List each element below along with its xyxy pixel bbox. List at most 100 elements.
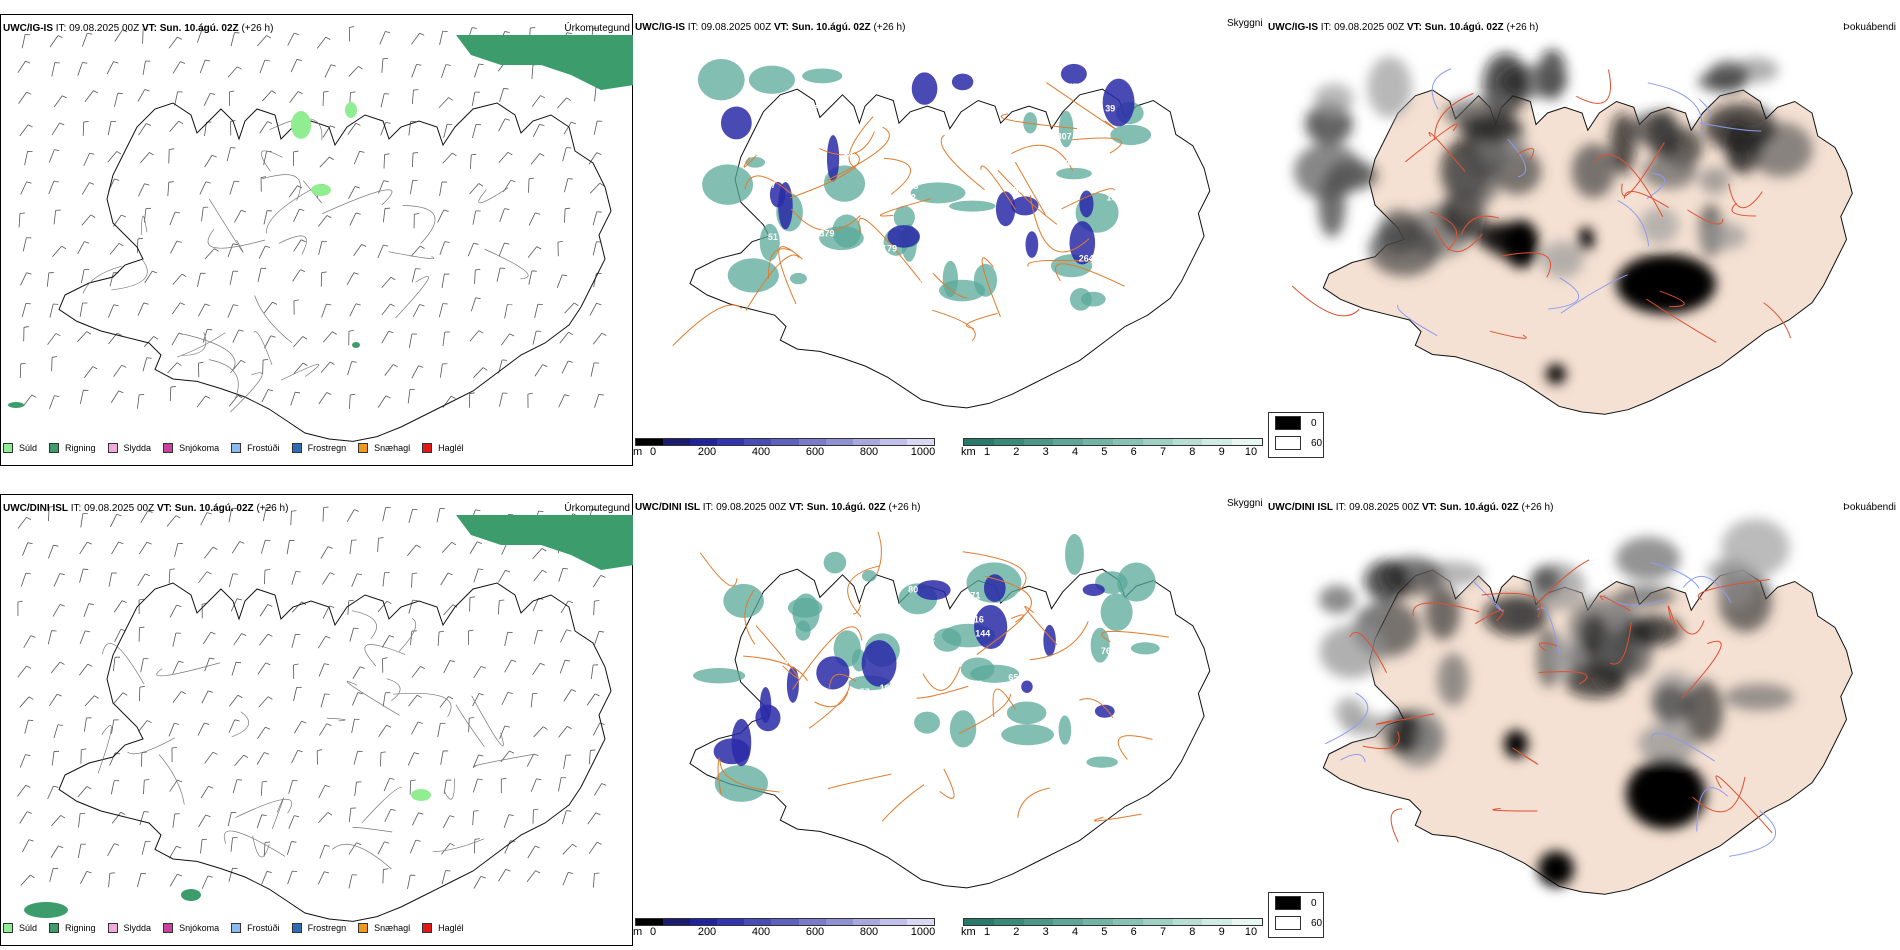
wind-barb	[141, 841, 146, 855]
visibility-value-label: 63	[1014, 184, 1024, 194]
fog-blob	[1342, 713, 1393, 737]
wind-barb	[227, 304, 234, 318]
road-line	[858, 217, 923, 283]
precip-panel-row2: UWC/DINI ISL IT: 09.08.2025 00Z VT: Sun.…	[0, 494, 634, 946]
legend-label: Rigning	[65, 443, 96, 453]
road-line	[322, 189, 393, 215]
fog-blob	[1367, 56, 1412, 119]
wind-barb-flag	[89, 152, 95, 155]
wind-barb-flag	[291, 841, 297, 843]
wind-barb-flag	[329, 361, 335, 365]
wind-barb	[381, 276, 392, 289]
visibility-value-label: 71	[970, 591, 980, 601]
legend-label: Rigning	[65, 923, 96, 933]
wind-barb	[22, 237, 27, 252]
wind-barb-flag	[599, 630, 605, 633]
fog-legend-label: 0	[1311, 417, 1317, 429]
wind-barb-flag	[542, 569, 547, 573]
coastline	[58, 582, 612, 922]
wind-barb-flag	[327, 812, 333, 816]
visibility-value-label: 100	[1090, 666, 1105, 676]
wind-barb-flag	[294, 815, 300, 818]
wind-barb	[198, 571, 208, 584]
wind-barb	[381, 635, 390, 648]
wind-barb	[259, 121, 268, 134]
wind-barb-flag	[568, 331, 574, 336]
visibility-patch	[697, 58, 745, 101]
wind-barb	[473, 876, 482, 889]
wind-barb	[286, 540, 290, 555]
wind-barb-flag	[267, 389, 273, 392]
fog-map	[1318, 518, 1853, 895]
ceiling-patch	[1021, 680, 1033, 693]
road-line	[992, 688, 1016, 718]
wind-barb-flag	[265, 662, 271, 666]
fog-legend-row: 60	[1269, 913, 1323, 933]
wind-barb	[586, 693, 596, 706]
road-line	[852, 604, 862, 615]
wind-barb-flag	[291, 510, 297, 512]
wind-barb-flag	[451, 541, 457, 546]
wind-barb-flag	[566, 725, 572, 730]
colorbar-segment	[636, 439, 664, 445]
fog-legend-row: 0	[1269, 413, 1323, 433]
legend-label: Slydda	[123, 443, 152, 453]
wind-barb-flag	[60, 815, 66, 819]
wind-barb-flag	[176, 604, 182, 608]
road-line	[183, 333, 236, 374]
colorbar-ticks: 1 2 3 4 5 6 7 8 9 10	[963, 926, 1263, 938]
wind-barb	[532, 124, 540, 137]
wind-barb-flag	[543, 726, 548, 730]
fog-dark-spot	[1546, 364, 1566, 384]
wind-barb	[53, 724, 59, 739]
road-line	[1017, 787, 1050, 818]
wind-barb-flag	[235, 661, 242, 664]
wind-barb-flag	[478, 330, 484, 334]
wind-barb-flag	[350, 393, 356, 396]
wind-barb	[107, 843, 115, 857]
wind-barb	[83, 717, 87, 732]
wind-barb-flag	[325, 635, 331, 639]
wind-barb	[17, 60, 26, 74]
wind-barb-flag	[505, 868, 511, 872]
wind-barb	[19, 754, 26, 768]
wind-barb-flag	[23, 326, 29, 328]
road-line	[1507, 138, 1527, 178]
wind-barb-flag	[469, 717, 475, 719]
visibility-value-label: 37	[808, 103, 818, 113]
wind-barb	[533, 726, 544, 738]
road-line	[1117, 735, 1153, 760]
wind-barb	[82, 122, 85, 137]
wind-barb-flag	[361, 243, 367, 247]
colorbar-segment	[798, 919, 826, 925]
wind-barb-flag	[264, 752, 270, 755]
wind-barb-flag	[205, 395, 211, 399]
road-line	[876, 531, 882, 575]
colorbar-unit: m	[633, 926, 643, 938]
wind-barb	[441, 843, 451, 855]
road-line	[1682, 576, 1732, 604]
wind-barb	[321, 304, 327, 318]
wind-barb	[199, 59, 206, 74]
wind-barb	[232, 329, 240, 343]
wind-barb-flag	[118, 390, 124, 394]
wind-barb-flag	[330, 125, 336, 128]
road-line	[1728, 183, 1763, 209]
colorbar-segment	[1083, 919, 1113, 925]
wind-barb	[320, 361, 331, 373]
road-line	[699, 552, 738, 587]
ceiling-patch	[974, 604, 1008, 650]
fog-dark-spot	[1538, 851, 1574, 887]
wind-barb	[383, 154, 385, 169]
wind-barb	[352, 692, 359, 706]
wind-barb-flag	[419, 32, 425, 36]
wind-barb	[140, 510, 149, 523]
visibility-value-label: 102	[880, 683, 895, 693]
wind-barb-flag	[237, 598, 243, 601]
wind-barb-flag	[262, 780, 268, 783]
visibility-value-label: 22	[1021, 748, 1031, 758]
wind-barb-flag	[471, 153, 477, 156]
wind-barb-flag	[297, 91, 303, 95]
colorbar-segment	[1232, 919, 1262, 925]
wind-barb	[441, 64, 447, 78]
